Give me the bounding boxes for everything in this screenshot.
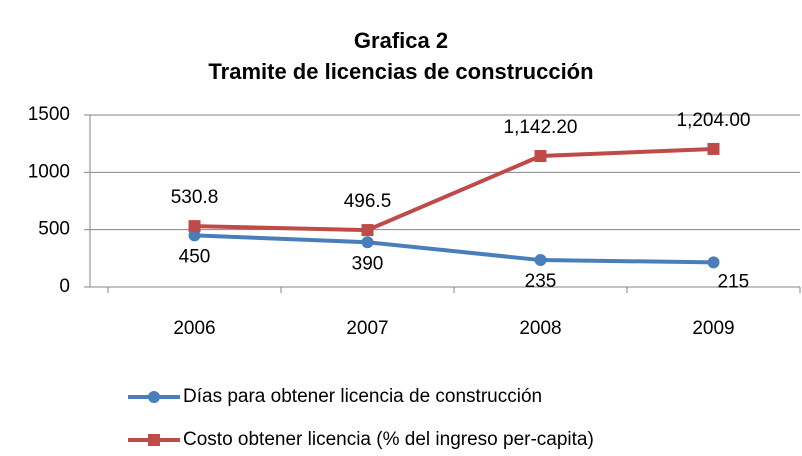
marker bbox=[361, 236, 374, 249]
y-tick-label: 1500 bbox=[28, 104, 70, 125]
legend-marker bbox=[148, 434, 160, 446]
x-tick-label: 2009 bbox=[692, 318, 734, 339]
marker bbox=[188, 229, 201, 242]
marker bbox=[534, 150, 547, 163]
legend-label: Días para obtener licencia de construcci… bbox=[183, 386, 542, 407]
chart-subtitle: Tramite de licencias de construcción bbox=[208, 59, 593, 84]
legend-label: Costo obtener licencia (% del ingreso pe… bbox=[183, 429, 594, 450]
series-line bbox=[194, 233, 714, 265]
x-tick-label: 2007 bbox=[346, 318, 388, 339]
data-label: 215 bbox=[718, 271, 750, 292]
marker bbox=[361, 224, 374, 237]
data-label: 1,204.00 bbox=[677, 110, 751, 131]
x-tick-label: 2008 bbox=[519, 318, 561, 339]
series-line bbox=[194, 146, 714, 233]
legend-marker bbox=[148, 391, 160, 403]
y-tick-label: 500 bbox=[38, 219, 70, 240]
data-label: 1,142.20 bbox=[504, 117, 578, 138]
y-tick-label: 0 bbox=[59, 276, 70, 297]
marker bbox=[534, 254, 547, 267]
marker bbox=[707, 256, 720, 269]
data-label: 530.8 bbox=[171, 187, 219, 208]
data-label: 496.5 bbox=[344, 191, 392, 212]
data-label: 450 bbox=[179, 246, 211, 267]
chart-title: Grafica 2 bbox=[354, 28, 448, 53]
data-label: 390 bbox=[352, 253, 384, 274]
data-label: 235 bbox=[525, 271, 557, 292]
x-tick-label: 2006 bbox=[173, 318, 215, 339]
marker bbox=[188, 220, 201, 233]
y-tick-label: 1000 bbox=[28, 161, 70, 182]
marker bbox=[707, 142, 720, 155]
